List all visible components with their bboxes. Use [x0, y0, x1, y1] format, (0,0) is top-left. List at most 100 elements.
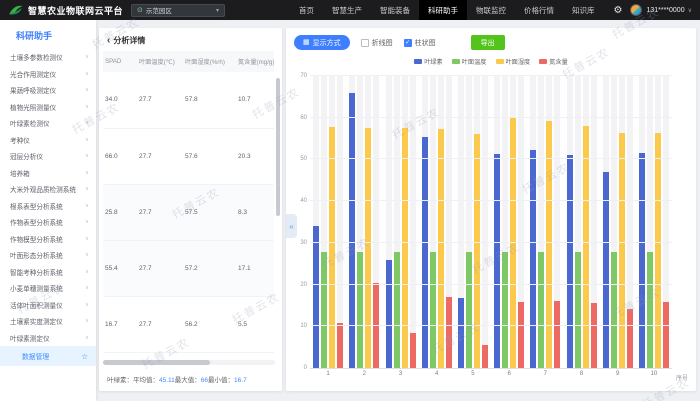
bar-background-band	[393, 76, 400, 368]
table-cell: 27.7	[137, 184, 183, 241]
legend-item[interactable]: 叶绿素	[414, 57, 443, 66]
chevron-down-icon: ▾	[216, 7, 220, 14]
column-header: 叶面湿度(%rh)	[183, 51, 236, 72]
chevron-down-icon: ∨	[84, 235, 89, 242]
chevron-down-icon: ∨	[84, 252, 89, 259]
bar-background-band	[409, 76, 416, 368]
bar	[494, 154, 501, 368]
gridline	[310, 283, 672, 285]
bar-background-band	[437, 76, 444, 368]
y-axis-tick-label: 70	[300, 73, 307, 79]
horizontal-scrollbar-track[interactable]	[103, 360, 275, 365]
horizontal-scrollbar-thumb[interactable]	[103, 360, 210, 365]
stats-summary: 叶绿素：平均值：45.11最大值：66最小值：16.7	[107, 374, 247, 384]
favorite-star-icon[interactable]: ☆	[81, 351, 88, 361]
farm-selector-value: 示范园区	[145, 8, 172, 15]
sidebar-item[interactable]: 小麦单穗测量系统 ∨	[0, 280, 96, 297]
bar-group: 6	[491, 76, 527, 377]
chevron-down-icon: ∨	[84, 301, 89, 308]
table-cell: 57.2	[183, 240, 236, 297]
chevron-down-icon: ∨	[84, 103, 89, 110]
sidebar-item[interactable]: 大米外观品质检测系统 ∨	[0, 181, 96, 198]
x-axis-name: 序号	[675, 376, 688, 382]
table-row: 25.8 27.7 57.5 8.3	[103, 184, 274, 241]
display-mode-icon: ▦	[303, 39, 310, 46]
bar	[401, 128, 408, 368]
x-axis-tick-label: 10	[650, 371, 658, 377]
sidebar-item[interactable]: 土壤多参数检测仪 ∨	[0, 49, 96, 66]
nav-item[interactable]: 物联监控	[475, 5, 506, 15]
nav-item[interactable]: 智能装备	[379, 5, 410, 15]
bar-background-band	[618, 76, 625, 368]
bar	[437, 129, 444, 368]
bar	[465, 252, 472, 368]
legend-swatch	[451, 59, 460, 64]
bar	[518, 302, 525, 368]
nav-item[interactable]: 价格行情	[523, 5, 554, 15]
vertical-scrollbar[interactable]	[276, 78, 280, 216]
sidebar-item-label: 活体叶面积测量仪	[10, 302, 63, 310]
panel-collapse-handle[interactable]: «	[286, 214, 297, 238]
bar-chart-checkbox[interactable]: ✓ 柱状图	[403, 38, 436, 48]
bar-background-band	[313, 76, 320, 368]
chevron-down-icon: ∨	[84, 186, 89, 193]
x-axis-tick-label: 2	[362, 371, 366, 377]
sidebar-item[interactable]: 果蔬呼吸测定仪 ∨	[0, 82, 96, 99]
legend-item[interactable]: 叶面温度	[451, 57, 487, 66]
sidebar-item[interactable]: 土壤紧实度测定仪 ∨	[0, 313, 96, 330]
sidebar-item-label: 考种仪	[10, 137, 30, 145]
user-phone[interactable]: 131****0000	[646, 6, 685, 14]
bar-background-band	[554, 76, 561, 368]
legend-item[interactable]: 叶面湿度	[495, 57, 530, 66]
sidebar-item[interactable]: 根系表型分析系统 ∨	[0, 198, 96, 215]
table-cell: 34.0	[103, 72, 137, 129]
nav-item[interactable]: 智慧生产	[331, 5, 362, 15]
export-button[interactable]: 导出	[470, 35, 505, 50]
table-cell: 5.5	[236, 296, 274, 353]
nav-item[interactable]: 首页	[298, 5, 314, 15]
bar	[662, 302, 669, 368]
sidebar-item[interactable]: 考种仪 ∨	[0, 132, 96, 149]
bar	[654, 132, 661, 368]
bar-background-band	[329, 76, 336, 368]
bar-background-band	[401, 76, 408, 368]
settings-gear-icon[interactable]: ⚙	[613, 4, 623, 16]
data-table: SPAD 叶面温度(℃) 叶面湿度(%rh) 氮含量(mg/g) 34.0 27.7 57…	[103, 51, 274, 353]
sidebar-subitem-active[interactable]: 数据管理 ☆	[0, 346, 96, 366]
x-axis-tick-label: 4	[435, 371, 439, 377]
sidebar-item-label: 培养箱	[10, 170, 30, 178]
bar-background-band	[445, 76, 452, 368]
chevron-down-icon: ∨	[84, 153, 89, 160]
sidebar-item[interactable]: 叶面形态分析系统 ∨	[0, 247, 96, 264]
nav-item[interactable]: 知识库	[571, 5, 595, 15]
user-avatar[interactable]	[630, 4, 643, 16]
nav-item[interactable]: 科研助手	[418, 0, 467, 20]
line-chart-checkbox[interactable]: 折线图	[360, 38, 393, 48]
table-row: 66.0 27.7 57.6 20.3	[103, 128, 274, 185]
table-cell: 57.6	[183, 128, 236, 185]
sidebar-item[interactable]: 光合作用测定仪 ∨	[0, 66, 96, 83]
y-axis-tick-label: 40	[300, 198, 307, 205]
table-cell: 57.5	[183, 184, 236, 241]
bar-background-band	[337, 76, 344, 368]
table-row: 55.4 27.7 57.2 17.1	[103, 240, 274, 297]
bar-group: 1	[310, 76, 346, 377]
sidebar-item[interactable]: 智能考种分析系统 ∨	[0, 264, 96, 281]
back-icon[interactable]: ‹	[107, 34, 111, 46]
gridline	[310, 116, 672, 118]
farm-selector-dropdown[interactable]: ⊙ 示范园区 ▾	[131, 3, 226, 17]
sidebar-item[interactable]: 培养箱 ∨	[0, 165, 96, 182]
bar-group: 9	[600, 76, 636, 377]
sidebar-item[interactable]: 植物光照测量仪 ∨	[0, 99, 96, 116]
sidebar-item[interactable]: 作物表型分析系统 ∨	[0, 214, 96, 231]
sidebar-item[interactable]: 叶绿素测定仪 ∧	[0, 330, 96, 347]
sidebar-item[interactable]: 活体叶面积测量仪 ∨	[0, 297, 96, 314]
bar	[602, 171, 609, 368]
sidebar-item[interactable]: 冠层分析仪 ∨	[0, 148, 96, 165]
sidebar-item[interactable]: 作物模型分析系统 ∨	[0, 231, 96, 248]
display-mode-button[interactable]: ▦ 显示方式	[294, 35, 350, 50]
user-menu-chevron-icon[interactable]: ∨	[687, 7, 692, 14]
display-mode-label: 显示方式	[312, 39, 341, 47]
sidebar-item[interactable]: 叶绿素检测仪 ∨	[0, 115, 96, 132]
legend-item[interactable]: 氮含量	[539, 57, 568, 66]
